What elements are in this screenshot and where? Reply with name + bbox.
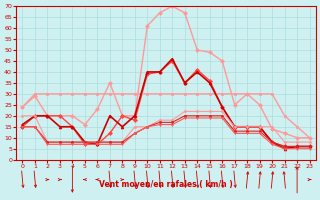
X-axis label: Vent moyen/en rafales ( km/h ): Vent moyen/en rafales ( km/h ): [99, 180, 233, 189]
